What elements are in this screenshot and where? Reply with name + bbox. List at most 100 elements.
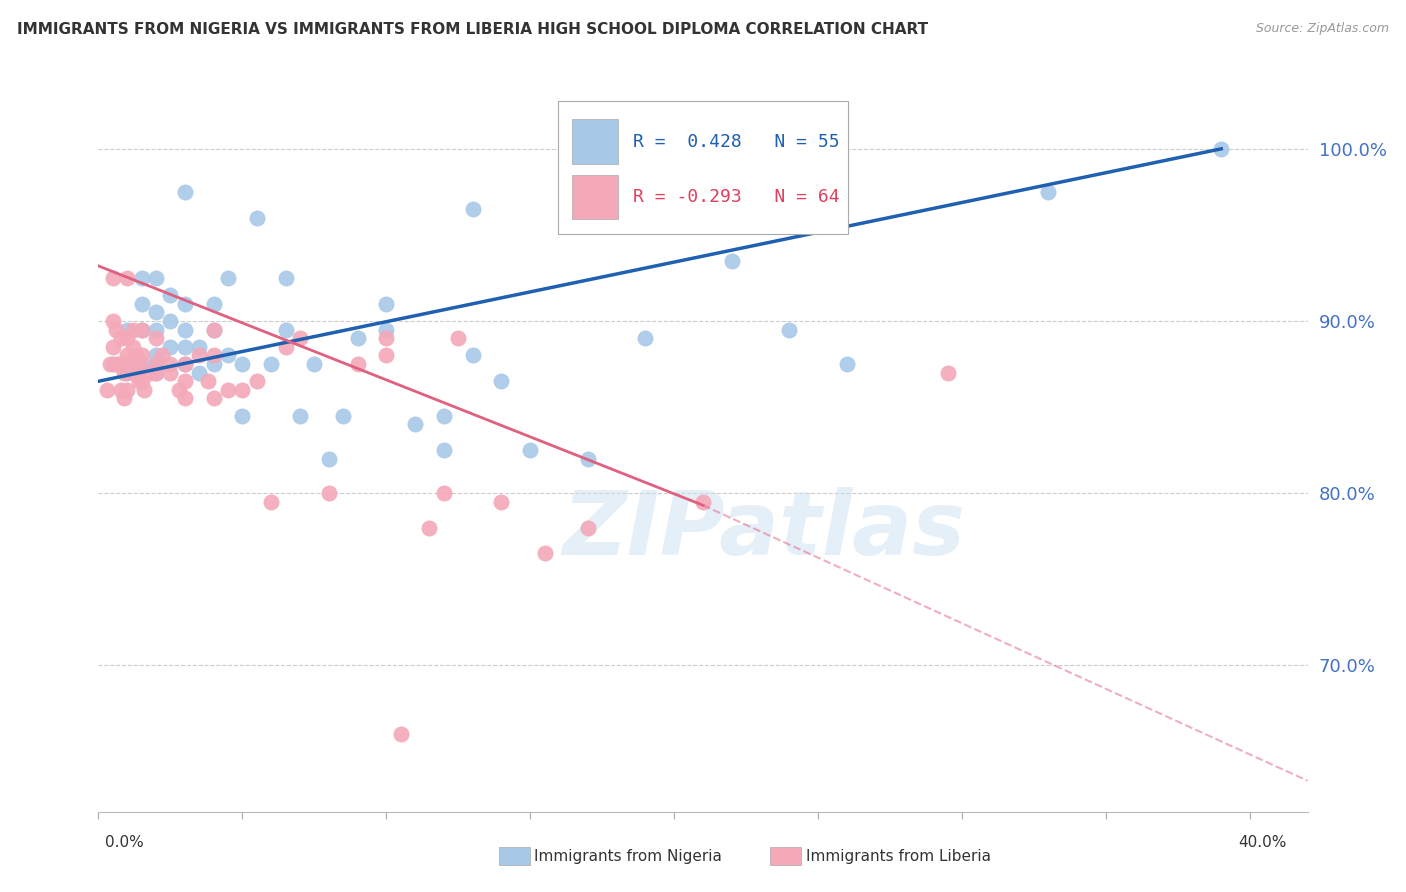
Point xyxy=(96,383,118,397)
Point xyxy=(692,495,714,509)
Point xyxy=(404,417,426,432)
Point xyxy=(274,271,297,285)
Point xyxy=(202,323,225,337)
Point xyxy=(131,374,153,388)
Point xyxy=(115,357,138,371)
Point xyxy=(173,357,195,371)
Point xyxy=(110,331,132,345)
Point xyxy=(576,521,599,535)
Point xyxy=(1211,142,1233,156)
Text: R =  0.428   N = 55: R = 0.428 N = 55 xyxy=(633,133,839,151)
Point xyxy=(288,331,311,345)
Point xyxy=(131,271,153,285)
Text: IMMIGRANTS FROM NIGERIA VS IMMIGRANTS FROM LIBERIA HIGH SCHOOL DIPLOMA CORRELATI: IMMIGRANTS FROM NIGERIA VS IMMIGRANTS FR… xyxy=(17,22,928,37)
Point xyxy=(115,348,138,362)
Point xyxy=(159,314,181,328)
Point xyxy=(145,366,167,380)
Bar xyxy=(572,175,619,219)
Point xyxy=(519,443,541,458)
Text: 40.0%: 40.0% xyxy=(1239,836,1286,850)
Point xyxy=(491,374,513,388)
Point xyxy=(936,366,959,380)
Point xyxy=(202,357,225,371)
Point xyxy=(433,443,456,458)
Point xyxy=(217,348,239,362)
Point xyxy=(101,271,124,285)
Text: 0.0%: 0.0% xyxy=(105,836,145,850)
Point xyxy=(134,383,156,397)
Point xyxy=(288,409,311,423)
Point xyxy=(260,495,283,509)
Point xyxy=(145,348,167,362)
Point xyxy=(167,383,190,397)
Point xyxy=(115,383,138,397)
Point xyxy=(173,323,195,337)
Point xyxy=(101,314,124,328)
Point xyxy=(145,323,167,337)
Point xyxy=(159,366,181,380)
Point xyxy=(1038,185,1060,199)
Point xyxy=(128,374,150,388)
Point xyxy=(131,348,153,362)
Point xyxy=(304,357,326,371)
Point xyxy=(115,271,138,285)
Point xyxy=(461,202,484,216)
Point xyxy=(260,357,283,371)
Point xyxy=(433,409,456,423)
Text: Source: ZipAtlas.com: Source: ZipAtlas.com xyxy=(1256,22,1389,36)
Point xyxy=(202,348,225,362)
Point xyxy=(128,357,150,371)
Text: Immigrants from Liberia: Immigrants from Liberia xyxy=(806,849,991,863)
Point xyxy=(389,727,412,741)
Point xyxy=(115,366,138,380)
Point xyxy=(447,331,470,345)
Point xyxy=(634,331,657,345)
Point xyxy=(145,271,167,285)
Point xyxy=(231,409,253,423)
Point xyxy=(433,486,456,500)
Point xyxy=(188,366,211,380)
Point xyxy=(131,323,153,337)
Point xyxy=(246,211,269,225)
Point xyxy=(217,383,239,397)
Point xyxy=(112,366,135,380)
Point xyxy=(101,357,124,371)
Text: R = -0.293   N = 64: R = -0.293 N = 64 xyxy=(633,188,839,206)
Point xyxy=(274,340,297,354)
Point xyxy=(159,340,181,354)
Point xyxy=(188,348,211,362)
Point xyxy=(159,357,181,371)
Point xyxy=(246,374,269,388)
Point xyxy=(104,323,127,337)
Point xyxy=(375,348,398,362)
Point xyxy=(122,340,145,354)
Bar xyxy=(572,120,619,164)
Point xyxy=(778,323,800,337)
Point xyxy=(173,185,195,199)
Point xyxy=(197,374,219,388)
Point xyxy=(202,297,225,311)
Point xyxy=(346,357,368,371)
Point xyxy=(375,323,398,337)
Point xyxy=(274,323,297,337)
Point xyxy=(202,392,225,406)
Point xyxy=(173,297,195,311)
Point xyxy=(131,297,153,311)
Point xyxy=(173,357,195,371)
Point xyxy=(375,331,398,345)
Point xyxy=(491,495,513,509)
Point xyxy=(318,451,340,466)
Point xyxy=(418,521,440,535)
Point xyxy=(131,323,153,337)
Point xyxy=(122,366,145,380)
FancyBboxPatch shape xyxy=(558,101,848,235)
Point xyxy=(145,331,167,345)
Point xyxy=(145,366,167,380)
Point xyxy=(533,546,555,560)
Point xyxy=(173,340,195,354)
Point xyxy=(145,357,167,371)
Point xyxy=(98,357,121,371)
Point xyxy=(107,357,129,371)
Point xyxy=(461,348,484,362)
Point xyxy=(217,271,239,285)
